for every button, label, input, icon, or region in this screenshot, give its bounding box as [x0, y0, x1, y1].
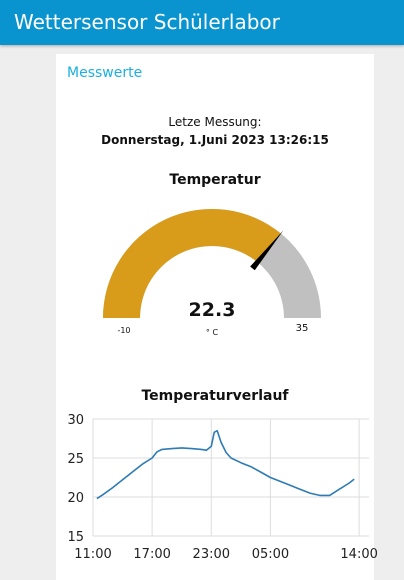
chart-tick-labels: 15 20 25 30 11:00 17:00 23:00 05:00 14:00 [67, 413, 377, 562]
temperature-chart: 15 20 25 30 11:00 17:00 23:00 05:00 14:00 [67, 413, 377, 562]
chart-x-tick-label: 05:00 [252, 547, 289, 562]
temperature-gauge: 22.3 ° C -10 35 [103, 208, 321, 337]
chart-x-tick-label: 17:00 [133, 547, 170, 562]
chart-x-tick-label: 14:00 [340, 547, 377, 562]
chart-y-tick-label: 30 [67, 413, 84, 428]
gauge-min-label: -10 [117, 326, 130, 335]
chart-x-tick-label: 23:00 [193, 547, 230, 562]
chart-title: Temperaturverlauf [141, 388, 289, 404]
group-title: Messwerte [67, 65, 143, 81]
gauge-unit: ° C [206, 328, 219, 337]
app-title: Wettersensor Schülerlabor [14, 10, 280, 34]
gauge-needle [250, 230, 284, 271]
gauge-max-label: 35 [296, 323, 309, 334]
chart-y-tick-label: 20 [67, 491, 84, 506]
top-bar: Wettersensor Schülerlabor [0, 0, 404, 45]
chart-grid [92, 418, 369, 537]
measurement-card: Messwerte Letze Messung: Donnerstag, 1.J… [56, 54, 378, 580]
chart-x-tick-label: 11:00 [74, 547, 111, 562]
gauge-title: Temperatur [169, 172, 261, 188]
last-measurement-value: Donnerstag, 1.Juni 2023 13:26:15 [101, 133, 329, 147]
chart-y-tick-label: 25 [67, 452, 84, 467]
gauge-fill [103, 208, 281, 318]
temperature-series-line [96, 429, 355, 500]
last-measurement-label: Letze Messung: [168, 115, 262, 129]
gauge-value: 22.3 [189, 299, 236, 321]
chart-y-tick-label: 15 [67, 530, 84, 545]
